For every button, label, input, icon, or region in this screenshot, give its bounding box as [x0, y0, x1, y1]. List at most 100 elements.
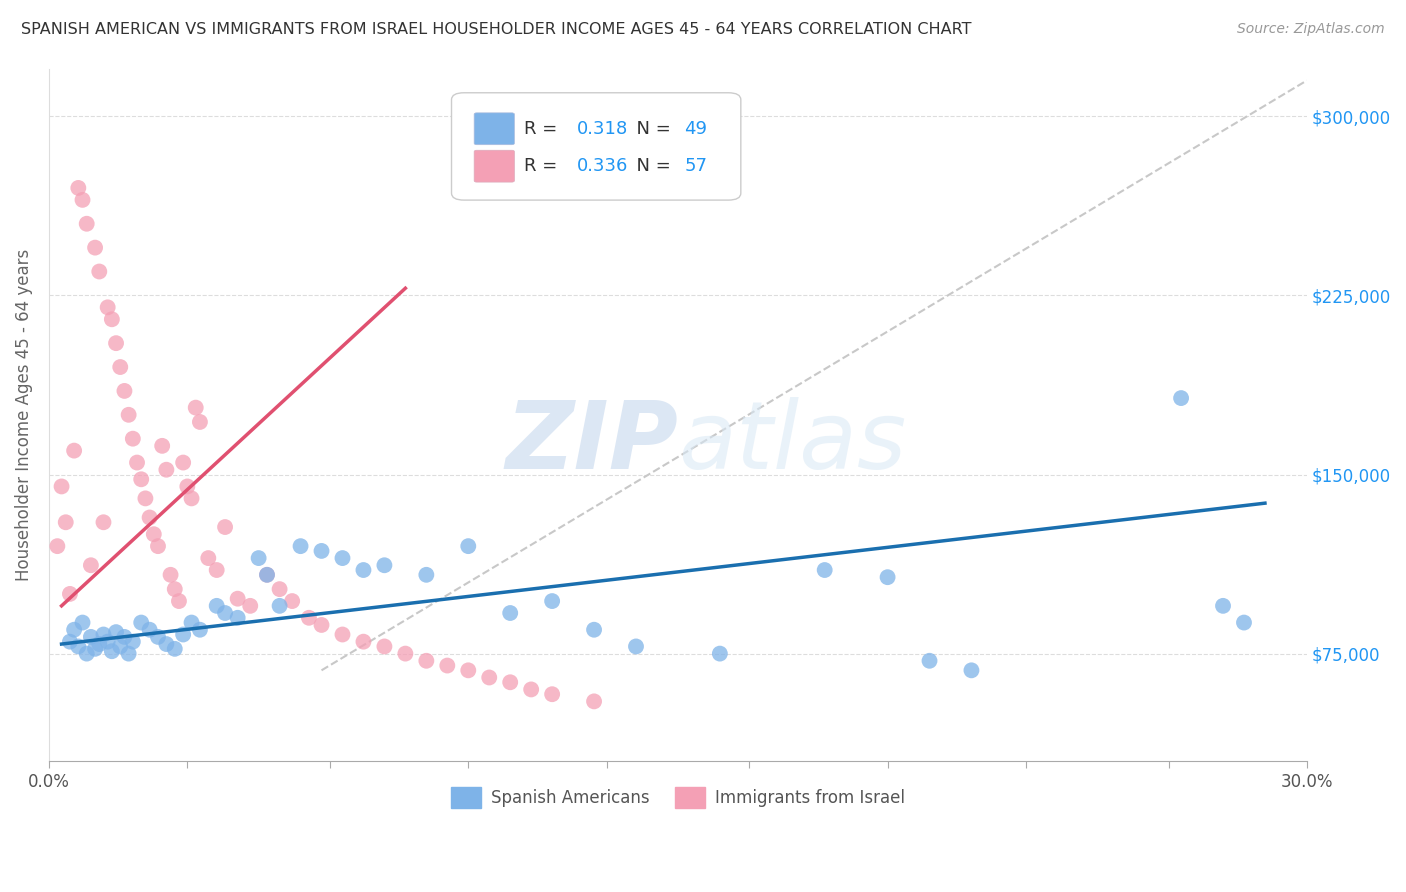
Point	[80, 558, 103, 573]
Point	[97, 634, 120, 648]
FancyBboxPatch shape	[474, 150, 515, 182]
Point	[105, 336, 128, 351]
Text: N =: N =	[626, 157, 676, 175]
Point	[290, 539, 312, 553]
Point	[499, 606, 522, 620]
Point	[93, 627, 115, 641]
Point	[172, 456, 194, 470]
Point	[114, 384, 136, 398]
Point	[59, 587, 82, 601]
Point	[332, 551, 354, 566]
Point	[84, 641, 107, 656]
Point	[129, 472, 152, 486]
Point	[541, 687, 564, 701]
Point	[159, 567, 181, 582]
Point	[197, 551, 219, 566]
Point	[180, 615, 202, 630]
Point	[520, 682, 543, 697]
Point	[63, 443, 86, 458]
Text: R =: R =	[524, 157, 564, 175]
Point	[583, 694, 606, 708]
Point	[63, 623, 86, 637]
Point	[960, 663, 983, 677]
Point	[394, 647, 416, 661]
Point	[138, 510, 160, 524]
Point	[583, 623, 606, 637]
Point	[80, 630, 103, 644]
Point	[101, 312, 124, 326]
Point	[311, 618, 333, 632]
Point	[114, 630, 136, 644]
Point	[172, 627, 194, 641]
Point	[436, 658, 458, 673]
Point	[478, 671, 501, 685]
Point	[624, 640, 647, 654]
Point	[150, 439, 173, 453]
Point	[142, 527, 165, 541]
Legend: Spanish Americans, Immigrants from Israel: Spanish Americans, Immigrants from Israe…	[444, 780, 911, 815]
Point	[1212, 599, 1234, 613]
Point	[155, 463, 177, 477]
Point	[146, 539, 169, 553]
Text: R =: R =	[524, 120, 564, 137]
Point	[163, 582, 186, 596]
Point	[134, 491, 156, 506]
Point	[121, 634, 143, 648]
Point	[457, 539, 479, 553]
Point	[110, 640, 132, 654]
Point	[499, 675, 522, 690]
Point	[814, 563, 837, 577]
Point	[1233, 615, 1256, 630]
Point	[89, 637, 111, 651]
Point	[155, 637, 177, 651]
Point	[332, 627, 354, 641]
Point	[110, 359, 132, 374]
Point	[1170, 391, 1192, 405]
Point	[138, 623, 160, 637]
Point	[188, 415, 211, 429]
Point	[51, 479, 73, 493]
Text: 57: 57	[685, 157, 707, 175]
Point	[188, 623, 211, 637]
Point	[76, 647, 98, 661]
Point	[176, 479, 198, 493]
FancyBboxPatch shape	[451, 93, 741, 200]
Text: SPANISH AMERICAN VS IMMIGRANTS FROM ISRAEL HOUSEHOLDER INCOME AGES 45 - 64 YEARS: SPANISH AMERICAN VS IMMIGRANTS FROM ISRA…	[21, 22, 972, 37]
Text: 0.318: 0.318	[578, 120, 628, 137]
Point	[72, 193, 94, 207]
Point	[239, 599, 262, 613]
Point	[269, 599, 291, 613]
Text: 0.336: 0.336	[578, 157, 628, 175]
Text: 49: 49	[685, 120, 707, 137]
Point	[117, 408, 139, 422]
Point	[76, 217, 98, 231]
Point	[541, 594, 564, 608]
Point	[184, 401, 207, 415]
Text: ZIP: ZIP	[505, 397, 678, 489]
Point	[105, 625, 128, 640]
Point	[205, 599, 228, 613]
Point	[89, 264, 111, 278]
Point	[709, 647, 731, 661]
Point	[205, 563, 228, 577]
Point	[226, 591, 249, 606]
Text: atlas: atlas	[678, 397, 907, 488]
Point	[93, 515, 115, 529]
Point	[214, 606, 236, 620]
Point	[163, 641, 186, 656]
Point	[269, 582, 291, 596]
Point	[67, 640, 90, 654]
Point	[46, 539, 69, 553]
Point	[180, 491, 202, 506]
Point	[55, 515, 77, 529]
Point	[353, 563, 375, 577]
Point	[247, 551, 270, 566]
Point	[281, 594, 304, 608]
Text: N =: N =	[626, 120, 676, 137]
Point	[415, 567, 437, 582]
Text: Source: ZipAtlas.com: Source: ZipAtlas.com	[1237, 22, 1385, 37]
Point	[67, 181, 90, 195]
Point	[125, 456, 148, 470]
Point	[214, 520, 236, 534]
Point	[72, 615, 94, 630]
